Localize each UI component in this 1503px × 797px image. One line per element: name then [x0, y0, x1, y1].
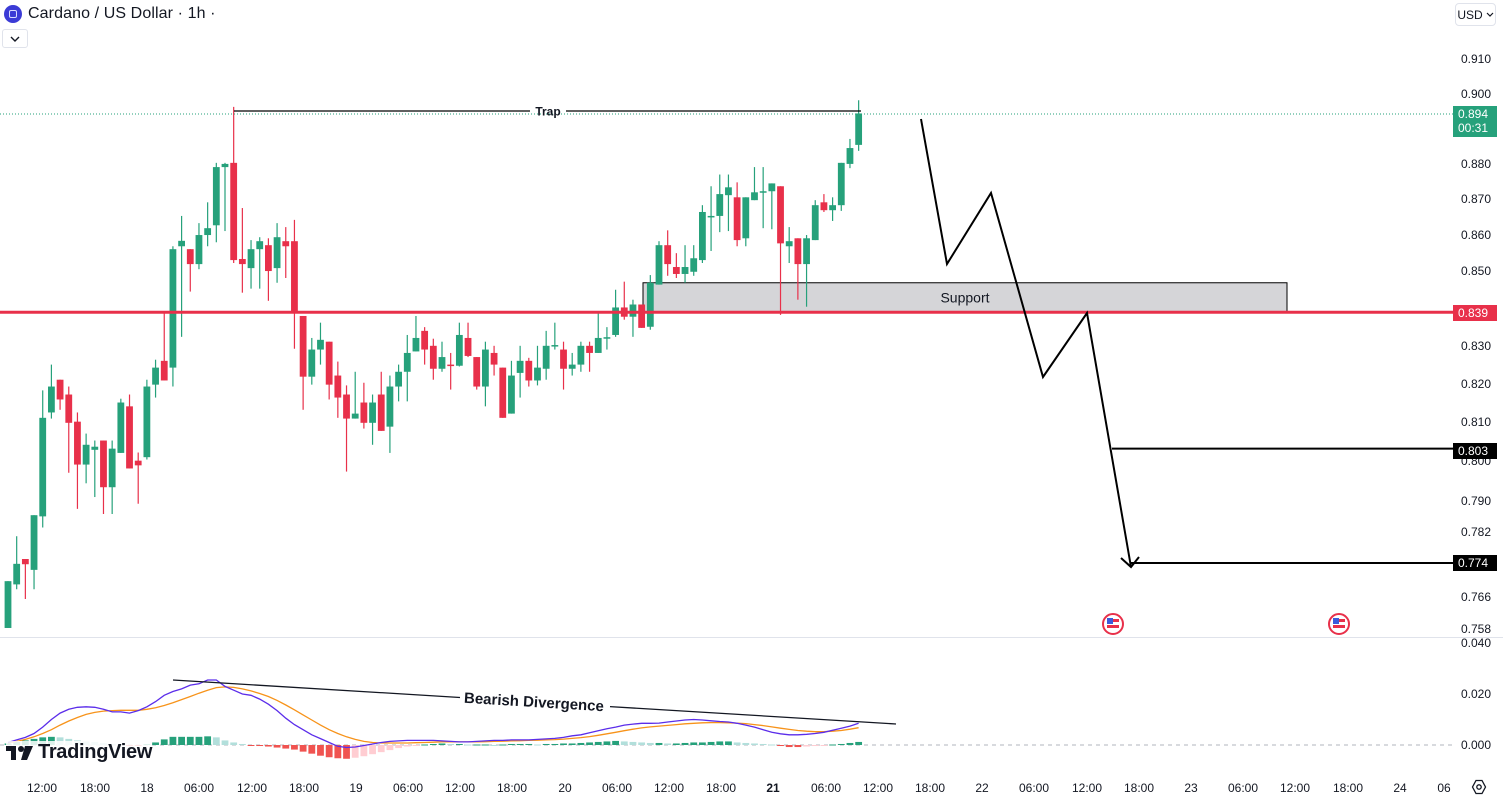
time-tick-label: 12:00	[862, 781, 894, 795]
event-markers[interactable]	[1102, 613, 1350, 635]
time-tick-label: 18:00	[914, 781, 946, 795]
time-tick-label: 06:00	[810, 781, 842, 795]
price-tick-label: 0.820	[1461, 377, 1492, 391]
tradingview-logo[interactable]: TradingView	[6, 741, 152, 764]
macd-indicator	[0, 679, 1453, 759]
divergence-label: Bearish Divergence	[464, 690, 605, 715]
us-flag-icon[interactable]	[1328, 613, 1350, 635]
current-price-value: 0.894	[1458, 107, 1489, 121]
price-tick-label: 0.860	[1461, 228, 1492, 242]
price-tick-label: 0.782	[1461, 525, 1492, 539]
collapse-legend-button[interactable]	[2, 29, 28, 48]
chart-header: Cardano / US Dollar · 1h ·	[4, 4, 216, 24]
time-tick-label: 19	[349, 781, 363, 795]
time-tick-label: 06:00	[601, 781, 633, 795]
time-tick-label: 12:00	[236, 781, 268, 795]
time-tick-label: 24	[1393, 781, 1407, 795]
time-tick-label: 21	[766, 781, 780, 795]
price-tick-label: 0.830	[1461, 339, 1492, 353]
time-tick-label: 23	[1184, 781, 1198, 795]
tradingview-logo-icon	[6, 745, 33, 760]
time-tick-label: 18:00	[1123, 781, 1155, 795]
time-tick-label: 12:00	[1071, 781, 1103, 795]
currency-label: USD	[1457, 7, 1483, 22]
current-price-tag: 0.894 00:31	[1453, 106, 1497, 137]
time-tick-label: 12:00	[444, 781, 476, 795]
chevron-down-icon	[10, 36, 20, 42]
time-tick-label: 20	[558, 781, 572, 795]
gear-icon[interactable]	[1471, 779, 1487, 795]
arrow-head-icon	[1120, 556, 1140, 569]
projection-path[interactable]	[920, 118, 1140, 569]
price-tick-label: 0.766	[1461, 590, 1492, 604]
price-tick-label: 0.758	[1461, 622, 1492, 636]
price-tick-label: 0.900	[1461, 87, 1492, 101]
macd-tick-label: 0.020	[1461, 687, 1492, 701]
price-tick-label: 0.910	[1461, 52, 1492, 66]
time-tick-label: 06:00	[1018, 781, 1050, 795]
time-tick-label: 18:00	[705, 781, 737, 795]
time-tick-label: 06:00	[1227, 781, 1259, 795]
time-tick-label: 06:00	[183, 781, 215, 795]
support-label: Support	[940, 290, 989, 306]
price-tick-label: 0.850	[1461, 264, 1492, 278]
time-tick-label: 18:00	[1332, 781, 1364, 795]
time-tick-label: 18:00	[496, 781, 528, 795]
price-tick-label: 0.810	[1461, 415, 1492, 429]
trap-label: Trap	[535, 105, 560, 119]
currency-selector[interactable]: USD	[1455, 3, 1496, 26]
signal-line	[7, 686, 859, 744]
chart-title[interactable]: Cardano / US Dollar · 1h ·	[28, 5, 216, 22]
logo-text: TradingView	[38, 741, 153, 763]
macd-tick-label: 0.000	[1461, 738, 1492, 752]
time-tick-label: 12:00	[26, 781, 58, 795]
macd-line	[7, 679, 859, 749]
time-tick-label: 18:00	[79, 781, 111, 795]
support-price-tag: 0.839	[1453, 305, 1497, 321]
time-tick-label: 22	[975, 781, 989, 795]
price-tick-label: 0.880	[1461, 157, 1492, 171]
us-flag-icon[interactable]	[1102, 613, 1124, 635]
time-tick-label: 12:00	[1279, 781, 1311, 795]
price-tick-label: 0.790	[1461, 494, 1492, 508]
bar-countdown: 00:31	[1458, 121, 1489, 135]
macd-tick-label: 0.040	[1461, 636, 1492, 650]
time-tick-label: 18	[140, 781, 154, 795]
candlestick-series	[4, 100, 863, 628]
cardano-icon	[4, 5, 22, 23]
price-tick-label: 0.870	[1461, 192, 1492, 206]
trap-line[interactable]: Trap	[234, 105, 861, 119]
time-tick-label: 06:00	[392, 781, 424, 795]
horizontal-lines[interactable]	[0, 113, 1453, 565]
target-1-price-tag: 0.803	[1453, 443, 1497, 459]
time-tick-label: 06	[1437, 781, 1451, 795]
support-zone[interactable]: Support	[642, 282, 1288, 313]
target-2-price-tag: 0.774	[1453, 555, 1497, 571]
chevron-down-icon	[1486, 12, 1494, 17]
time-tick-label: 18:00	[288, 781, 320, 795]
time-tick-label: 12:00	[653, 781, 685, 795]
